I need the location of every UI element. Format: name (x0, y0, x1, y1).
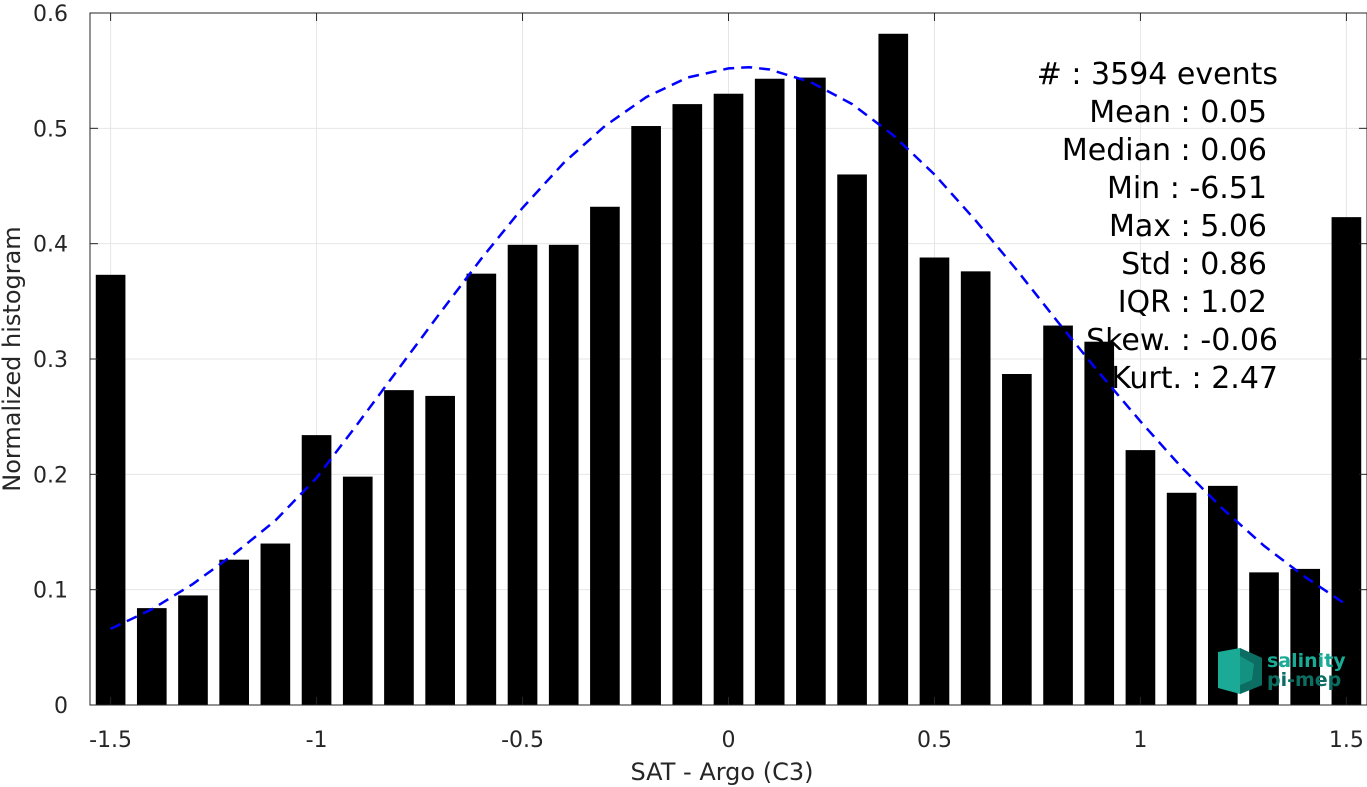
y-tick-label: 0.5 (33, 117, 68, 142)
bar-7 (384, 390, 414, 705)
x-tick-label: -1.5 (89, 728, 132, 753)
bar-17 (796, 77, 826, 705)
bar-2 (178, 595, 208, 705)
bar-10 (507, 244, 538, 705)
bar-22 (1002, 373, 1032, 705)
bar-26 (1166, 492, 1197, 705)
salinity-pimep-logo: salinity pi-mep (1218, 648, 1346, 694)
x-tick-label: 0.5 (917, 728, 952, 753)
bar-30 (1331, 217, 1362, 705)
bar-12 (590, 206, 620, 705)
stats-line: IQR : 1.02 (1118, 285, 1267, 320)
stats-line: Skew. : -0.06 (1086, 323, 1278, 358)
y-tick-label: 0.4 (33, 233, 68, 258)
stats-line: Median : 0.06 (1062, 133, 1267, 168)
bar-6 (342, 476, 373, 705)
stats-line: Min : -6.51 (1107, 171, 1267, 206)
logo-cube-icon (1218, 648, 1262, 694)
bar-20 (919, 257, 950, 705)
y-tick-label: 0.6 (33, 2, 68, 27)
stats-line: # : 3594 events (1037, 57, 1278, 92)
logo-text-line2: pi-mep (1267, 669, 1341, 691)
bar-21 (960, 271, 991, 705)
stats-line: Mean : 0.05 (1089, 95, 1267, 130)
tick-marks (90, 12, 1367, 706)
bar-29 (1290, 568, 1321, 705)
bar-0 (95, 274, 126, 705)
x-tick-labels: -1.5 -1 -0.5 0 0.5 1 1.5 (89, 728, 1364, 753)
y-tick-label: 0.2 (33, 463, 68, 488)
bars-group (95, 33, 1362, 706)
bar-25 (1125, 450, 1156, 705)
x-tick-label: 1 (1133, 728, 1147, 753)
stats-line: Max : 5.06 (1109, 209, 1267, 244)
x-tick-label: 1.5 (1329, 728, 1364, 753)
bar-5 (301, 435, 332, 705)
bar-9 (466, 273, 497, 705)
y-axis-label: Normalized histogram (0, 226, 26, 491)
y-tick-label: 0 (54, 694, 68, 719)
bar-4 (260, 543, 291, 705)
y-tick-label: 0.3 (33, 348, 68, 373)
x-tick-label: -0.5 (501, 728, 544, 753)
bar-11 (548, 244, 579, 705)
bar-13 (631, 126, 661, 705)
x-tick-label: -1 (306, 728, 328, 753)
bar-1 (136, 608, 167, 705)
x-axis-label: SAT - Argo (C3) (631, 758, 814, 786)
bar-16 (754, 78, 785, 706)
bar-3 (219, 559, 250, 705)
stats-line: Std : 0.86 (1121, 247, 1267, 282)
bar-15 (713, 93, 744, 705)
y-tick-label: 0.1 (33, 579, 68, 604)
bar-23 (1043, 325, 1073, 705)
logo-text-line1: salinity (1267, 650, 1346, 672)
stats-line: Kurt. : 2.47 (1111, 361, 1278, 396)
bar-8 (425, 395, 455, 705)
bar-14 (672, 104, 703, 705)
bar-18 (837, 174, 867, 705)
x-tick-label: 0 (722, 728, 736, 753)
y-tick-labels: 0 0.1 0.2 0.3 0.4 0.5 0.6 (33, 2, 68, 719)
bar-24 (1084, 341, 1115, 705)
